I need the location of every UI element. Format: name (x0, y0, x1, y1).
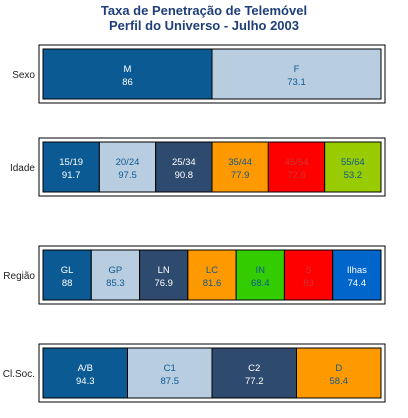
row-2-segment-2-value: 76.9 (154, 278, 173, 289)
row-1-segment-4-name: 45/54 (285, 157, 309, 168)
row-1-segment-0-name: 15/19 (59, 157, 83, 168)
row-3-segment-0-name: A/B (78, 363, 93, 374)
row-2-segment-3-value: 81.6 (203, 278, 222, 289)
row-1-segment-1 (98, 141, 157, 193)
chart-subtitle: Perfil do Universo - Julho 2003 (109, 18, 299, 33)
row-1-segment-3 (211, 141, 269, 193)
row-1-segment-5 (324, 141, 382, 193)
row-0-segment-0-name: M (124, 64, 132, 75)
row-2-segment-6-value: 74.4 (348, 278, 367, 289)
row-0-segment-1-value: 73.1 (287, 77, 306, 88)
row-1-segment-0 (42, 141, 100, 193)
row-2-segment-5 (283, 249, 334, 301)
row-2-segment-5-name: S (305, 265, 311, 276)
row-3-segment-1-value: 87.5 (161, 376, 180, 387)
row-3-segment-2-value: 77.2 (245, 376, 264, 387)
row-2-label: Região (3, 271, 35, 282)
row-0-segment-0-value: 86 (122, 77, 133, 88)
row-1-segment-5-name: 55/64 (341, 157, 365, 168)
row-3-segment-0-value: 94.3 (76, 376, 95, 387)
row-3-segment-0 (42, 347, 128, 399)
row-3-segment-2 (211, 347, 297, 399)
row-3-segment-3-value: 58.4 (330, 376, 349, 387)
row-1-segment-3-value: 77.9 (231, 170, 250, 181)
row-1-segment-2-value: 90.8 (175, 170, 194, 181)
row-1-segment-3-name: 35/44 (228, 157, 252, 168)
row-2-segment-4-name: IN (256, 265, 266, 276)
row-3-segment-1-name: C1 (164, 363, 176, 374)
row-2-segment-0-value: 88 (62, 278, 73, 289)
row-1-segment-0-value: 91.7 (62, 170, 81, 181)
row-2-segment-4-value: 68.4 (251, 278, 270, 289)
row-1-segment-1-value: 97.5 (118, 170, 137, 181)
row-2-segment-0 (42, 249, 92, 301)
chart-title: Taxa de Penetração de Telemóvel (100, 3, 308, 18)
row-2-segment-3-name: LC (206, 265, 218, 276)
row-2-segment-1-value: 85.3 (106, 278, 125, 289)
row-2-segment-6-name: Ilhas (347, 265, 367, 276)
row-1-label: Idade (10, 163, 35, 174)
row-1-segment-1-name: 20/24 (116, 157, 140, 168)
row-3-segment-3 (296, 347, 382, 399)
row-2-segment-0-name: GL (61, 265, 74, 276)
row-2-segment-3 (187, 249, 237, 301)
row-3-segment-3-name: D (335, 363, 342, 374)
row-2-segment-1 (90, 249, 141, 301)
row-2-segment-4 (235, 249, 285, 301)
row-1-segment-4-value: 72.6 (287, 170, 306, 181)
row-3-label: Cl.Soc. (3, 369, 35, 380)
row-2-segment-5-value: 83 (303, 278, 314, 289)
row-2-segment-2-name: LN (158, 265, 170, 276)
row-0-segment-1 (211, 48, 382, 100)
row-1-segment-2 (155, 141, 213, 193)
row-3-segment-2-name: C2 (248, 363, 260, 374)
row-2-segment-1-name: GP (109, 265, 123, 276)
row-1-segment-4 (267, 141, 326, 193)
row-1-segment-2-name: 25/34 (172, 157, 196, 168)
row-2-segment-6 (332, 249, 382, 301)
row-1-segment-5-value: 53.2 (344, 170, 363, 181)
row-0-label: Sexo (12, 70, 35, 81)
row-0-segment-1-name: F (294, 64, 300, 75)
